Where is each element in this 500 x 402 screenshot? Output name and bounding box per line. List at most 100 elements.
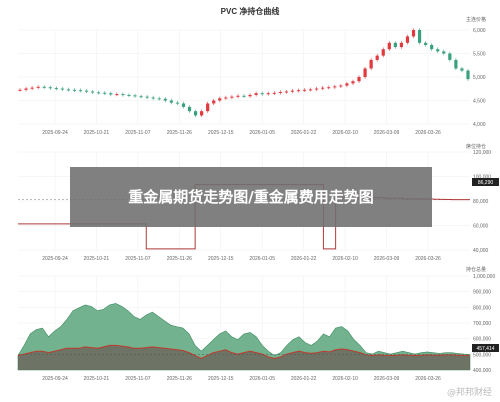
candle	[442, 51, 446, 54]
candle	[242, 95, 246, 97]
candle	[417, 30, 422, 43]
y-tick-label: 1,000,000	[473, 274, 495, 280]
candle	[411, 30, 416, 37]
price-axis-title: 主连价格	[466, 16, 486, 23]
y-tick-label: 600,000	[473, 337, 491, 343]
candle	[224, 97, 228, 99]
candle	[187, 106, 192, 112]
candle	[290, 90, 295, 92]
candle	[430, 44, 434, 50]
y-tick-label: 500,000	[473, 352, 491, 358]
candle	[399, 42, 404, 48]
x-tick-label: 2026-03-26	[415, 130, 441, 136]
candle	[381, 49, 385, 56]
y-tick-label: 400,000	[473, 368, 491, 374]
candle	[405, 36, 410, 43]
y-tick-label: 4,000	[473, 122, 486, 128]
candle	[200, 111, 204, 116]
candle	[145, 96, 149, 98]
volume-y-ticks: 1,000,000 900,000 800,000 700,000 600,000 500…	[473, 274, 495, 374]
price-grid	[18, 29, 470, 125]
y-tick-label: 80,000	[473, 199, 489, 205]
y-tick-label: 4,500	[473, 99, 486, 105]
y-tick-label: 100,000	[473, 175, 491, 181]
candle	[454, 59, 458, 69]
y-tick-label: 800,000	[473, 305, 491, 311]
candle	[460, 68, 464, 71]
candle	[369, 59, 373, 69]
x-tick-label: 2026-03-26	[415, 256, 441, 262]
volume-panel: 持仓总量 1,000,000 900,000 800,000 700,000 600,0…	[17, 266, 499, 382]
candle	[315, 88, 319, 90]
x-tick-label: 2025-11-26	[167, 376, 192, 382]
x-tick-label: 2026-01-05	[249, 376, 275, 382]
candle	[230, 96, 234, 98]
candle	[121, 94, 125, 96]
x-tick-label: 2025-11-07	[125, 130, 150, 136]
candle	[163, 98, 167, 101]
candle	[48, 87, 52, 89]
candle	[327, 87, 331, 89]
candle	[133, 95, 137, 97]
price-candles	[18, 28, 470, 118]
x-tick-label: 2026-02-10	[332, 130, 358, 136]
x-tick-label: 2025-09-24	[42, 376, 68, 382]
candle	[266, 93, 270, 95]
candle	[236, 95, 240, 97]
candle	[169, 100, 173, 103]
x-tick-label: 2026-02-10	[332, 376, 358, 382]
y-tick-label: 700,000	[473, 321, 491, 327]
candle	[363, 68, 367, 77]
candle	[109, 93, 113, 95]
candle	[193, 111, 198, 116]
candle	[18, 89, 22, 91]
candle	[54, 88, 58, 90]
candle	[84, 90, 89, 92]
x-tick-label: 2025-11-07	[125, 256, 150, 262]
candle	[24, 88, 28, 90]
candle	[351, 81, 355, 84]
y-tick-label: 900,000	[473, 290, 491, 296]
x-tick-label: 2026-03-09	[374, 130, 400, 136]
candle	[260, 93, 264, 95]
candle	[218, 98, 222, 101]
candle	[296, 90, 301, 92]
candle	[466, 70, 470, 80]
x-tick-label: 2025-10-21	[84, 256, 110, 262]
x-tick-label: 2025-10-21	[84, 376, 110, 382]
y-tick-label: 5,500	[473, 52, 486, 58]
price-x-ticks: 2025-09-24 2025-10-21 2025-11-07 2025-11-26…	[42, 130, 441, 136]
x-tick-label: 2025-12-15	[208, 256, 234, 262]
chart-title: PVC 净持仓曲线	[221, 6, 280, 16]
position-last-badge	[472, 178, 499, 186]
candle	[254, 93, 258, 95]
candle	[66, 89, 71, 91]
candle	[30, 87, 34, 89]
y-tick-label: 40,000	[473, 248, 489, 254]
candle	[302, 89, 307, 91]
price-y-ticks: 6,000 5,500 5,000 4,500 4,000	[473, 28, 486, 128]
x-tick-label: 2025-11-26	[167, 256, 192, 262]
x-tick-label: 2026-03-09	[374, 256, 400, 262]
position-last-value: 86,290	[478, 180, 494, 186]
y-tick-label: 5,000	[473, 75, 486, 81]
candle	[393, 42, 397, 48]
candle	[103, 92, 107, 94]
x-tick-label: 2026-01-05	[249, 256, 275, 262]
candle	[60, 88, 64, 90]
volume-last-value: 457,414	[476, 346, 494, 352]
candle	[278, 91, 282, 93]
candle	[272, 92, 276, 94]
volume-last-badge	[472, 344, 499, 352]
x-tick-label: 2025-12-15	[208, 130, 234, 136]
x-tick-label: 2025-09-24	[42, 130, 68, 136]
candle	[115, 94, 119, 96]
candle	[42, 86, 46, 88]
x-tick-label: 2026-01-22	[291, 376, 317, 382]
y-tick-label: 120,000	[473, 150, 491, 156]
candle	[127, 94, 131, 96]
x-tick-label: 2025-12-15	[208, 376, 234, 382]
x-tick-label: 2026-01-22	[291, 130, 317, 136]
y-tick-label: 60,000	[473, 224, 489, 230]
candle	[308, 89, 313, 91]
